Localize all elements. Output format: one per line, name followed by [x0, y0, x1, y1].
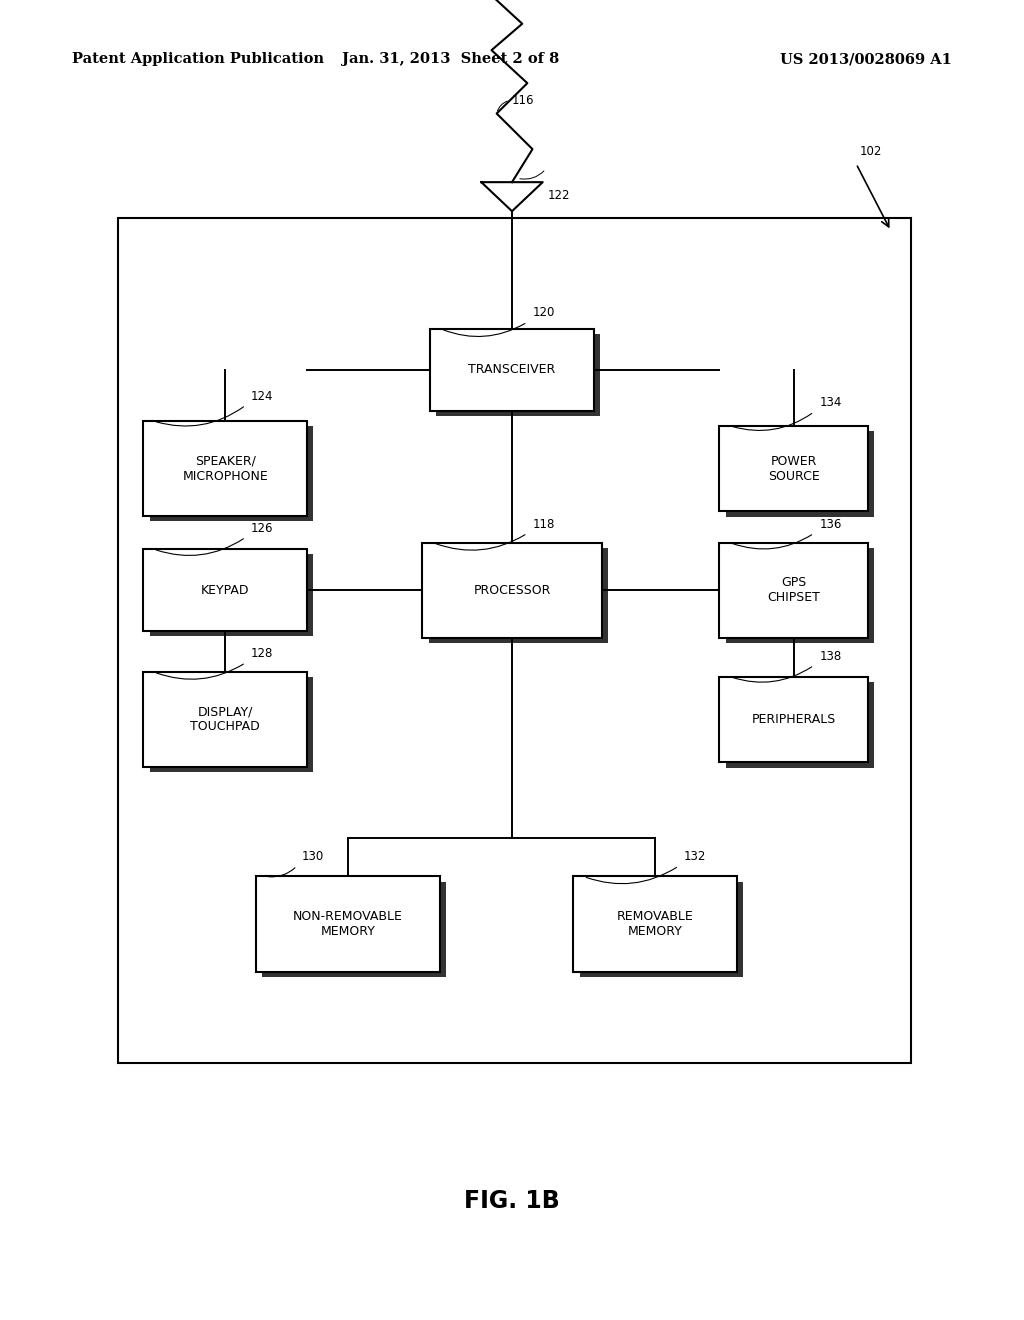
Text: Jan. 31, 2013  Sheet 2 of 8: Jan. 31, 2013 Sheet 2 of 8 [342, 53, 559, 66]
Text: SPEAKER/
MICROPHONE: SPEAKER/ MICROPHONE [182, 454, 268, 483]
Bar [143, 549, 307, 631]
Bar [436, 334, 600, 416]
Bar [422, 543, 601, 638]
Text: 122: 122 [548, 189, 570, 202]
Text: REMOVABLE
MEMORY: REMOVABLE MEMORY [617, 909, 693, 939]
Bar [725, 548, 874, 643]
Text: NON-REMOVABLE
MEMORY: NON-REMOVABLE MEMORY [293, 909, 403, 939]
Bar [580, 882, 743, 977]
Bar [150, 677, 313, 772]
Text: GPS
CHIPSET: GPS CHIPSET [767, 576, 820, 605]
Bar [143, 421, 307, 516]
Text: 118: 118 [532, 517, 555, 531]
Text: 134: 134 [819, 396, 842, 409]
Text: PERIPHERALS: PERIPHERALS [752, 713, 836, 726]
Text: 120: 120 [532, 306, 555, 319]
Bar [719, 425, 868, 511]
Text: 102: 102 [860, 145, 883, 158]
Bar [118, 218, 911, 1063]
Bar [256, 876, 440, 972]
Text: 130: 130 [302, 850, 325, 863]
Bar [725, 682, 874, 768]
Text: 124: 124 [251, 389, 273, 403]
Text: KEYPAD: KEYPAD [201, 583, 250, 597]
Polygon shape [481, 182, 543, 211]
Text: TRANSCEIVER: TRANSCEIVER [468, 363, 556, 376]
Bar [428, 548, 607, 643]
Bar [262, 882, 446, 977]
Text: 128: 128 [251, 647, 273, 660]
Bar [573, 876, 737, 972]
Text: Patent Application Publication: Patent Application Publication [72, 53, 324, 66]
Bar [719, 677, 868, 763]
Text: 126: 126 [251, 521, 273, 535]
Bar [719, 543, 868, 638]
Bar [150, 554, 313, 636]
Text: 132: 132 [684, 850, 707, 863]
Text: 138: 138 [819, 649, 842, 663]
Text: 116: 116 [512, 94, 535, 107]
Bar [430, 329, 594, 411]
Text: US 2013/0028069 A1: US 2013/0028069 A1 [780, 53, 952, 66]
Bar [725, 430, 874, 516]
Text: DISPLAY/
TOUCHPAD: DISPLAY/ TOUCHPAD [190, 705, 260, 734]
Text: 136: 136 [819, 517, 842, 531]
Text: PROCESSOR: PROCESSOR [473, 583, 551, 597]
Bar [143, 672, 307, 767]
Text: POWER
SOURCE: POWER SOURCE [768, 454, 819, 483]
Text: FIG. 1B: FIG. 1B [464, 1189, 560, 1213]
Bar [150, 426, 313, 521]
